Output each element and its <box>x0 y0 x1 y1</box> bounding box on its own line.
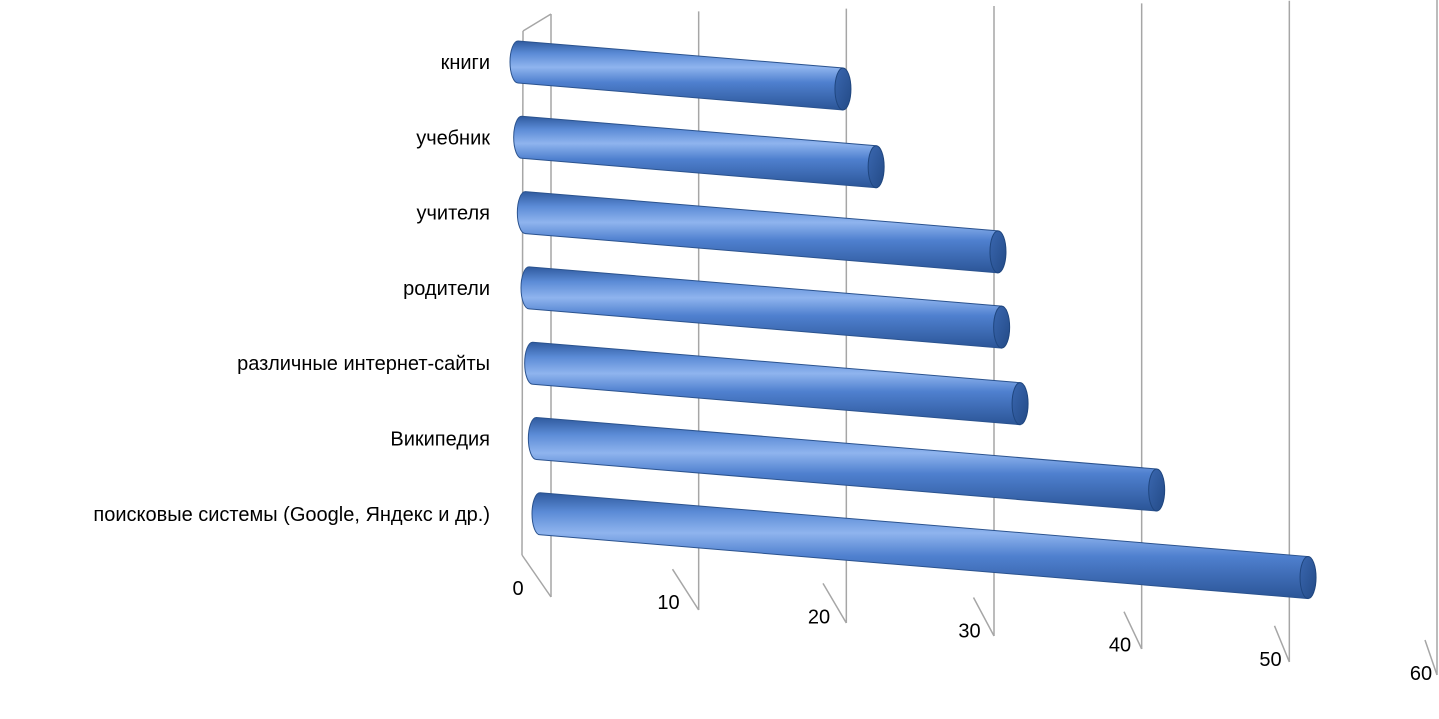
bar <box>531 492 1309 600</box>
x-tick-label: 30 <box>958 621 980 643</box>
bar-end-cap <box>989 230 1007 274</box>
floor-tick-line <box>1424 639 1438 676</box>
bar-end-cap <box>1299 556 1317 600</box>
bar-end-cap <box>1011 382 1029 426</box>
category-label: учебник <box>416 127 490 149</box>
category-label: родители <box>403 278 490 300</box>
bar <box>509 40 844 111</box>
bar-end-cap <box>867 145 885 189</box>
category-label: книги <box>441 52 490 74</box>
x-axis-ticks: 0 10 20 30 40 50 60 <box>512 578 1432 685</box>
bar-end-cap <box>993 305 1011 349</box>
bar-end-cap <box>1148 468 1166 512</box>
category-label: различные интернет-сайты <box>237 353 490 375</box>
bar <box>524 341 1021 426</box>
floor-tick-line <box>972 597 995 637</box>
floor-tick-line <box>671 568 700 611</box>
x-tick-label: 0 <box>512 578 523 600</box>
floor-tick-line <box>521 554 552 598</box>
floor-tick-line <box>1273 625 1291 663</box>
x-tick-label: 60 <box>1410 663 1432 685</box>
wall-edge <box>522 13 552 32</box>
bar <box>520 266 1003 349</box>
floor-tick-line <box>822 582 847 624</box>
floor-tick-line <box>1123 611 1143 650</box>
category-label: учителя <box>417 203 491 225</box>
bar <box>527 416 1158 512</box>
category-label: Википедия <box>390 429 490 451</box>
x-tick-label: 10 <box>657 592 679 614</box>
x-tick-label: 40 <box>1109 635 1131 657</box>
x-tick-label: 50 <box>1259 649 1281 671</box>
bar-end-cap <box>834 67 852 111</box>
bar <box>516 191 999 274</box>
category-label: поисковые системы (Google, Яндекс и др.) <box>93 504 490 526</box>
x-tick-label: 20 <box>808 606 830 628</box>
bars <box>509 40 1317 600</box>
category-labels: книги учебник учителя родители различные инт… <box>93 52 490 526</box>
bar <box>513 115 877 189</box>
